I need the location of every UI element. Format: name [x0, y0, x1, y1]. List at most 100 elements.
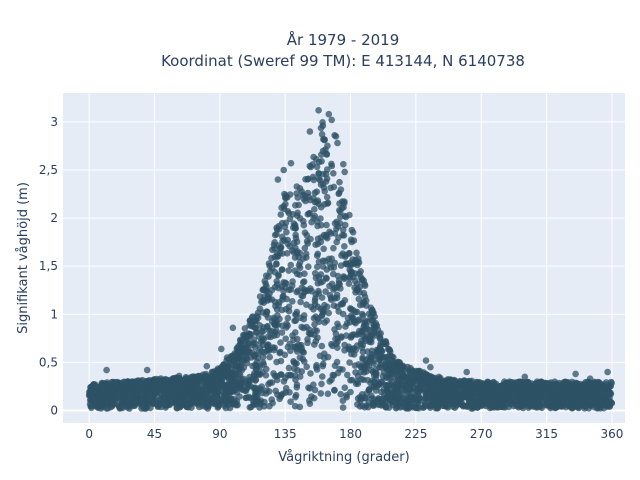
scatter-point — [215, 381, 222, 389]
scatter-point — [441, 398, 449, 406]
scatter-point — [422, 387, 429, 394]
scatter-point — [397, 370, 405, 377]
scatter-point — [106, 392, 114, 399]
scatter-point — [477, 392, 485, 400]
scatter-point — [346, 249, 353, 257]
x-tick-label: 225 — [404, 427, 427, 441]
scatter-point — [334, 335, 342, 343]
scatter-point — [307, 163, 315, 171]
x-axis-label: Vågriktning (grader) — [278, 450, 409, 465]
scatter-point — [283, 250, 291, 257]
scatter-point — [281, 351, 289, 359]
scatter-point — [360, 332, 368, 340]
scatter-point — [464, 381, 472, 388]
scatter-point — [210, 374, 218, 381]
scatter-point — [218, 363, 226, 371]
scatter-point — [156, 381, 164, 389]
scatter-point — [262, 280, 270, 288]
scatter-point — [88, 402, 95, 410]
scatter-point — [351, 362, 359, 369]
scatter-point — [252, 377, 259, 384]
scatter-point — [287, 261, 295, 269]
scatter-point — [269, 399, 276, 407]
scatter-point — [224, 362, 232, 370]
scatter-point — [193, 379, 200, 387]
scatter-point — [413, 400, 420, 407]
scatter-point — [363, 361, 371, 369]
scatter-point — [347, 388, 354, 396]
scatter-point — [536, 388, 544, 396]
x-tick-label: 0 — [85, 427, 93, 441]
scatter-point — [186, 382, 194, 390]
x-tick-label: 45 — [147, 427, 162, 441]
scatter-point — [269, 246, 276, 254]
scatter-point — [353, 280, 361, 288]
scatter-point — [351, 259, 358, 267]
scatter-point — [294, 366, 301, 374]
scatter-point — [197, 373, 204, 380]
scatter-point — [379, 372, 387, 380]
scatter-point — [442, 383, 450, 391]
scatter-point — [113, 381, 120, 389]
scatter-point — [348, 226, 356, 234]
scatter-point — [293, 183, 301, 190]
scatter-point — [277, 339, 284, 346]
scatter-point — [368, 347, 376, 355]
scatter-point — [590, 403, 598, 411]
scatter-point — [323, 317, 331, 325]
scatter-point — [441, 393, 449, 400]
scatter-point — [264, 314, 272, 321]
x-tick-label: 90 — [212, 427, 227, 441]
y-tick-label: 3 — [50, 115, 58, 129]
scatter-point — [236, 378, 244, 386]
scatter-point — [347, 334, 355, 341]
scatter-point — [123, 385, 130, 393]
scatter-point — [307, 370, 314, 377]
scatter-point — [317, 271, 325, 278]
scatter-point — [334, 272, 342, 280]
scatter-point — [292, 234, 300, 242]
y-tick-label: 1 — [50, 307, 58, 321]
scatter-point — [278, 266, 286, 273]
scatter-point — [211, 400, 218, 407]
scatter-point — [283, 295, 291, 303]
x-tick-label: 135 — [274, 427, 297, 441]
scatter-point — [306, 397, 313, 404]
scatter-point — [323, 221, 330, 229]
scatter-point — [339, 226, 347, 234]
scatter-point — [292, 393, 299, 401]
scatter-point — [358, 310, 366, 318]
scatter-point — [318, 311, 326, 319]
scatter-point — [335, 323, 343, 331]
x-tick-label: 360 — [600, 427, 623, 441]
scatter-point — [242, 344, 250, 351]
x-tick-label: 180 — [339, 427, 362, 441]
scatter-point — [483, 398, 491, 406]
scatter-point — [259, 286, 267, 294]
scatter-point — [369, 377, 376, 385]
scatter-point — [322, 146, 329, 153]
scatter-point — [272, 327, 280, 334]
scatter-point — [586, 375, 594, 383]
scatter-point — [98, 381, 106, 389]
scatter-point — [534, 396, 542, 404]
scatter-point — [315, 158, 323, 166]
scatter-point — [449, 396, 456, 403]
scatter-point — [346, 359, 353, 366]
scatter-point — [259, 341, 267, 349]
scatter-point — [91, 388, 98, 395]
scatter-point — [268, 318, 276, 325]
scatter-point — [538, 404, 546, 412]
scatter-point — [173, 404, 181, 412]
scatter-point — [218, 345, 225, 353]
scatter-point — [259, 334, 266, 342]
scatter-point — [262, 372, 270, 379]
scatter-point — [492, 382, 500, 390]
scatter-point — [372, 387, 380, 394]
scatter-point — [248, 314, 256, 321]
y-tick-label: 1,5 — [39, 259, 58, 273]
scatter-point — [360, 323, 367, 331]
scatter-point — [296, 259, 304, 266]
scatter-point — [147, 396, 155, 404]
scatter-point — [321, 136, 328, 143]
